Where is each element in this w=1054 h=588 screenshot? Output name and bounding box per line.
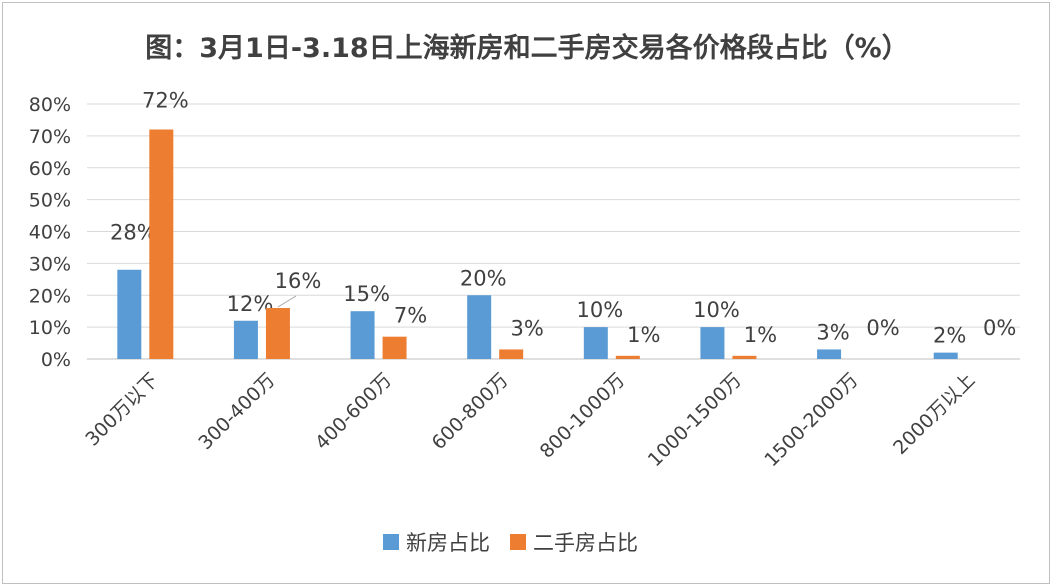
legend-swatch-new-home — [383, 534, 399, 550]
bar-new-home — [933, 352, 958, 359]
y-tick-label: 20% — [29, 285, 71, 307]
x-category-label: 300万以下 — [81, 369, 163, 451]
leader-line — [277, 295, 297, 308]
legend-label-new-home: 新房占比 — [406, 531, 490, 555]
x-category-label: 1500-2000万 — [760, 369, 862, 471]
data-label-second-hand: 16% — [275, 269, 322, 293]
bar-new-home — [233, 320, 258, 359]
x-category-label: 2000万以上 — [889, 369, 979, 459]
legend-swatch-second-hand — [510, 534, 526, 550]
y-tick-label: 50% — [29, 190, 71, 212]
bar-new-home — [350, 311, 375, 359]
bar-second-hand — [732, 355, 757, 359]
y-tick-label: 40% — [29, 222, 71, 244]
bar-second-hand — [149, 129, 174, 359]
data-label-new-home: 10% — [576, 298, 623, 322]
data-label-second-hand: 3% — [511, 316, 544, 340]
bar-second-hand — [499, 349, 524, 359]
data-label-new-home: 20% — [460, 266, 507, 290]
x-category-label: 400-600万 — [311, 369, 396, 454]
bar-new-home — [700, 327, 725, 359]
y-tick-label: 70% — [29, 126, 71, 148]
data-label-new-home: 2% — [933, 324, 966, 348]
bar-new-home — [117, 269, 142, 359]
bar-new-home — [817, 349, 842, 359]
bar-second-hand — [615, 355, 640, 359]
data-label-second-hand: 72% — [142, 89, 189, 113]
bar-new-home — [467, 295, 492, 359]
data-label-new-home: 28% — [110, 221, 157, 245]
data-label-second-hand: 0% — [983, 316, 1016, 340]
data-label-new-home: 10% — [693, 298, 740, 322]
data-label-new-home: 3% — [816, 320, 849, 344]
x-category-label: 300-400万 — [194, 369, 279, 454]
bar-second-hand — [382, 336, 407, 359]
y-tick-label: 0% — [41, 349, 71, 371]
legend-label-second-hand: 二手房占比 — [533, 531, 638, 555]
y-tick-label: 80% — [29, 94, 71, 116]
bar-second-hand — [265, 308, 290, 359]
data-label-second-hand: 7% — [394, 304, 427, 328]
bar-new-home — [583, 327, 608, 359]
data-label-new-home: 15% — [343, 282, 390, 306]
chart-title: 图：3月1日-3.18日上海新房和二手房交易各价格段占比（%） — [145, 33, 909, 64]
y-tick-label: 60% — [29, 158, 71, 180]
x-category-label: 800-1000万 — [536, 369, 630, 463]
data-label-second-hand: 0% — [866, 316, 899, 340]
y-tick-label: 30% — [29, 253, 71, 275]
data-label-second-hand: 1% — [627, 323, 660, 347]
data-label-new-home: 12% — [227, 292, 274, 316]
x-category-label: 600-800万 — [428, 369, 513, 454]
y-tick-label: 10% — [29, 317, 71, 339]
x-category-label: 1000-1500万 — [644, 369, 746, 471]
data-label-second-hand: 1% — [744, 323, 777, 347]
